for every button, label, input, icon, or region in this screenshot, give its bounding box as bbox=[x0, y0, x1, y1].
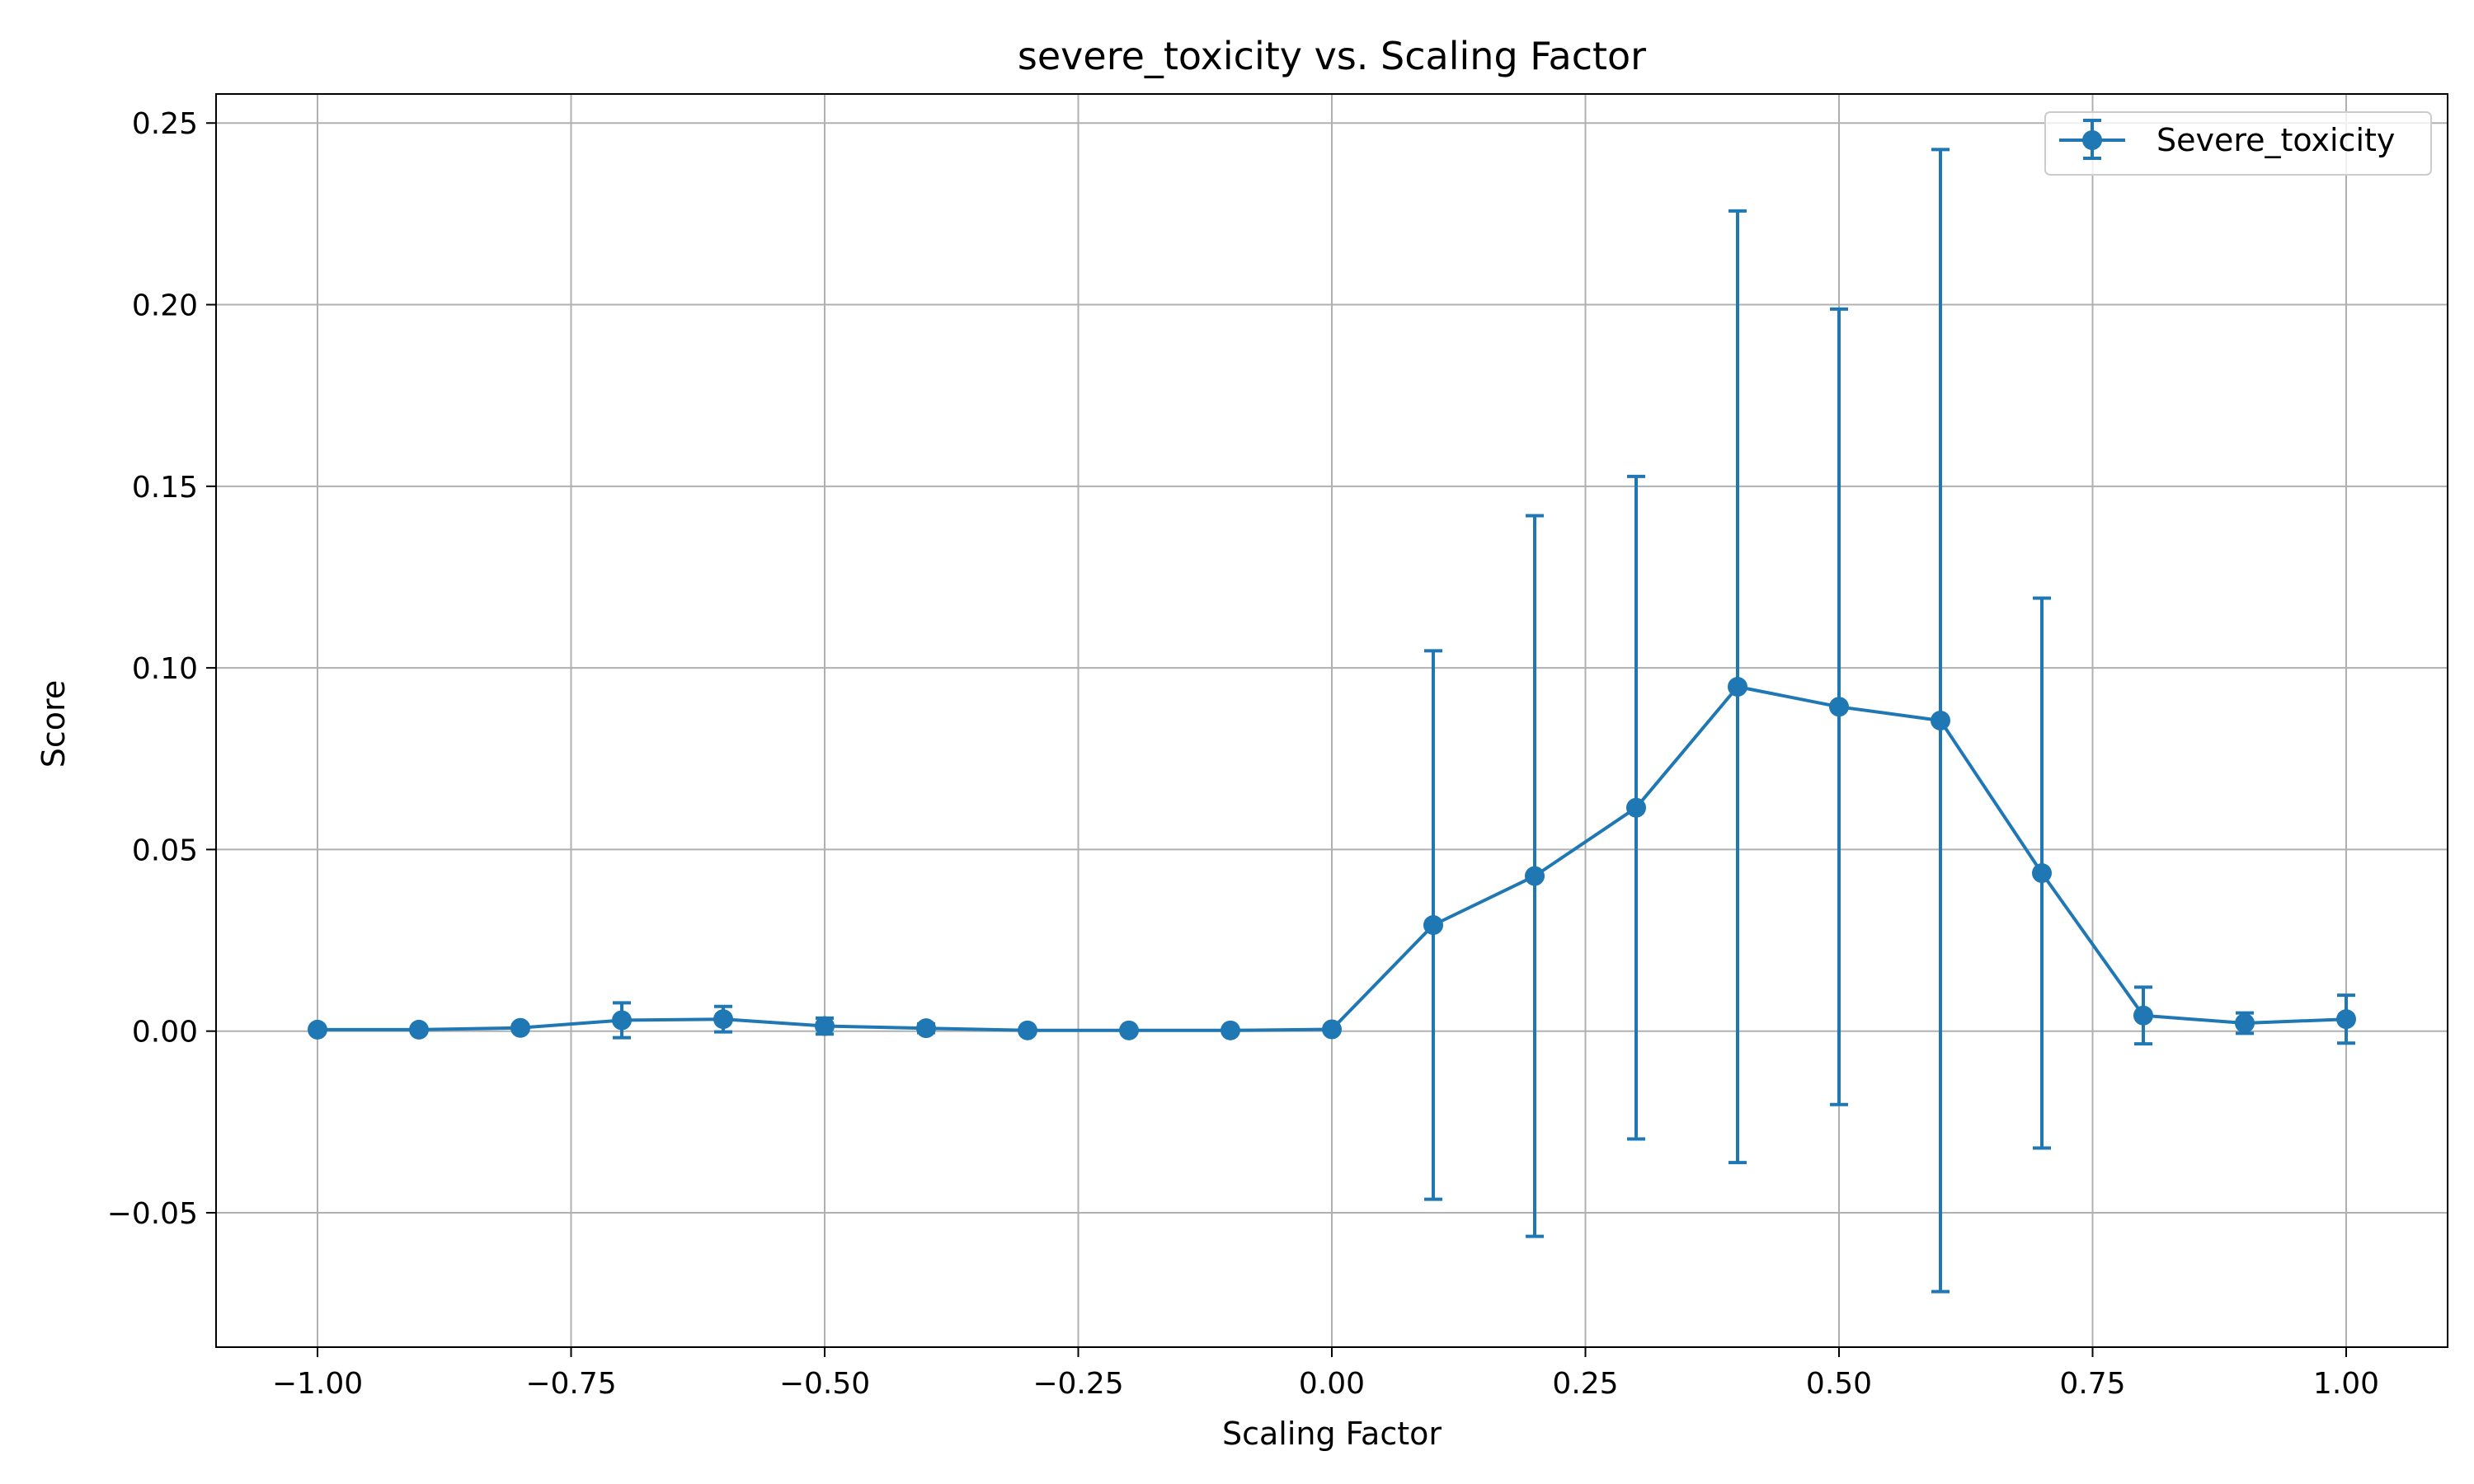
data-point bbox=[2032, 863, 2052, 884]
x-tick-label: 1.00 bbox=[2313, 1367, 2379, 1401]
x-tick-label: 0.75 bbox=[2059, 1367, 2125, 1401]
y-tick-label: 0.10 bbox=[132, 652, 198, 686]
y-tick-label: 0.20 bbox=[132, 289, 198, 323]
data-point bbox=[815, 1016, 835, 1036]
data-point bbox=[409, 1019, 429, 1040]
data-point bbox=[916, 1018, 936, 1039]
x-tick-label: −0.75 bbox=[525, 1367, 616, 1401]
y-tick-label: 0.15 bbox=[132, 471, 198, 505]
data-point bbox=[510, 1017, 530, 1038]
data-point bbox=[1525, 866, 1545, 886]
data-point bbox=[713, 1009, 733, 1030]
x-axis-label: Scaling Factor bbox=[1222, 1416, 1442, 1452]
x-tick-label: −0.25 bbox=[1032, 1367, 1123, 1401]
data-point bbox=[1423, 915, 1443, 936]
legend: Severe_toxicity bbox=[2044, 111, 2432, 176]
y-axis-ticks: −0.05 0.00 0.05 0.10 0.15 0.20 0.25 bbox=[107, 107, 216, 1231]
data-point bbox=[1018, 1020, 1037, 1040]
x-tick-label: 0.25 bbox=[1552, 1367, 1618, 1401]
legend-marker bbox=[2082, 130, 2102, 150]
data-point bbox=[2336, 1009, 2356, 1030]
data-point bbox=[308, 1019, 327, 1040]
data-point bbox=[1322, 1019, 1342, 1040]
data-point bbox=[2235, 1013, 2255, 1034]
data-point bbox=[1626, 797, 1646, 818]
chart-title: severe_toxicity vs. Scaling Factor bbox=[1018, 34, 1646, 78]
data-point bbox=[1119, 1020, 1139, 1040]
y-tick-label: 0.25 bbox=[132, 107, 198, 141]
y-tick-label: 0.05 bbox=[132, 834, 198, 867]
y-axis-label: Score bbox=[35, 680, 72, 768]
data-point bbox=[1931, 711, 1950, 730]
data-points bbox=[308, 677, 2356, 1040]
data-point bbox=[1829, 697, 1849, 717]
y-tick-label: −0.05 bbox=[107, 1197, 198, 1231]
data-point bbox=[2133, 1005, 2153, 1026]
data-point bbox=[1728, 677, 1747, 697]
x-tick-label: 0.50 bbox=[1806, 1367, 1872, 1401]
legend-box bbox=[2044, 111, 2432, 176]
data-point bbox=[1221, 1020, 1240, 1040]
data-point bbox=[612, 1010, 632, 1031]
legend-label: Severe_toxicity bbox=[2157, 122, 2395, 158]
x-tick-label: −1.00 bbox=[272, 1367, 363, 1401]
x-tick-label: −0.50 bbox=[779, 1367, 870, 1401]
x-axis-ticks: −1.00 −0.75 −0.50 −0.25 0.00 0.25 0.50 0.75 1.00 bbox=[272, 1347, 2379, 1401]
grid bbox=[216, 94, 2448, 1347]
y-tick-label: 0.00 bbox=[132, 1016, 198, 1050]
x-tick-label: 0.00 bbox=[1299, 1367, 1365, 1401]
